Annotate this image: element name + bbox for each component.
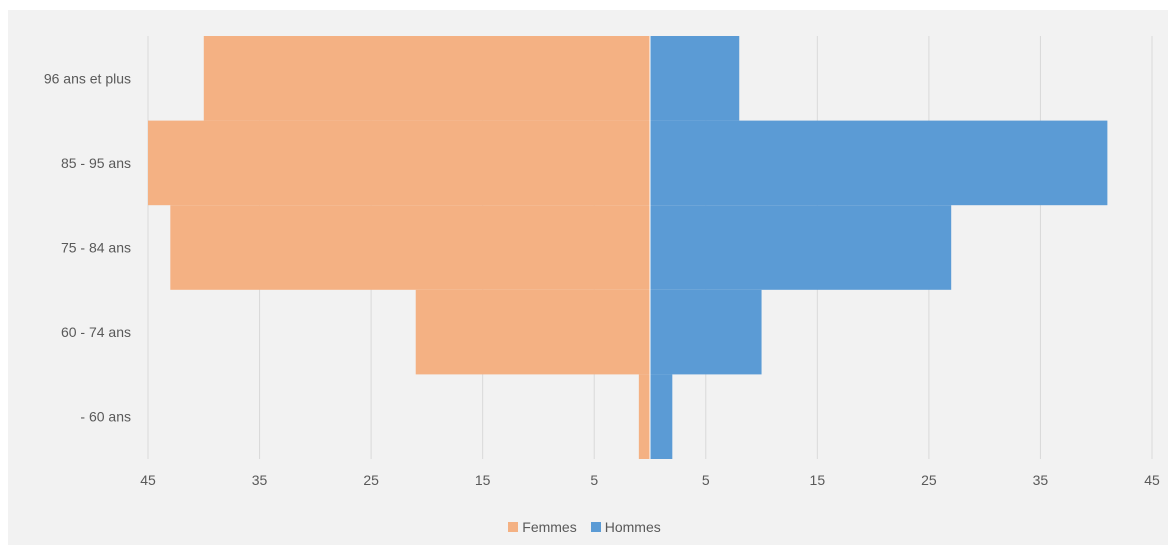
bar-hommes [650, 36, 740, 121]
y-category-label: 85 - 95 ans [61, 155, 131, 171]
x-tick-label: 15 [810, 472, 826, 488]
x-tick-label: 25 [363, 472, 379, 488]
y-category-label: - 60 ans [80, 409, 131, 425]
y-category-label: 96 ans et plus [44, 70, 131, 86]
x-tick-label: 45 [140, 472, 156, 488]
x-tick-label: 5 [702, 472, 710, 488]
x-tick-label: 35 [1033, 472, 1049, 488]
y-category-label: 60 - 74 ans [61, 324, 131, 340]
bar-hommes [650, 120, 1108, 206]
x-tick-label: 45 [1144, 472, 1160, 488]
bar-femmes [203, 36, 650, 121]
legend-label-hommes: Hommes [604, 519, 661, 535]
bar-hommes [650, 289, 762, 375]
legend-item-hommes: Hommes [590, 519, 661, 535]
x-tick-label: 25 [921, 472, 937, 488]
bar-femmes [148, 120, 650, 206]
bar-hommes [650, 205, 952, 290]
bar-femmes [170, 205, 651, 290]
x-tick-label: 5 [590, 472, 598, 488]
legend-swatch-hommes [590, 522, 601, 532]
legend-swatch-femmes [508, 522, 519, 532]
bar-femmes [638, 374, 650, 459]
bar-hommes [650, 374, 673, 459]
labels: 45 35 25 15 5 5 15 25 35 45 96 ans et plus 85 - 95 … [44, 70, 1160, 488]
legend-item-femmes: Femmes [508, 519, 577, 535]
bar-femmes [415, 289, 650, 375]
x-tick-label: 15 [475, 472, 491, 488]
bars [148, 36, 1108, 459]
legend: Femmes Hommes [0, 517, 1169, 537]
x-tick-label: 35 [252, 472, 268, 488]
y-category-label: 75 - 84 ans [61, 240, 131, 256]
legend-label-femmes: Femmes [522, 519, 577, 535]
